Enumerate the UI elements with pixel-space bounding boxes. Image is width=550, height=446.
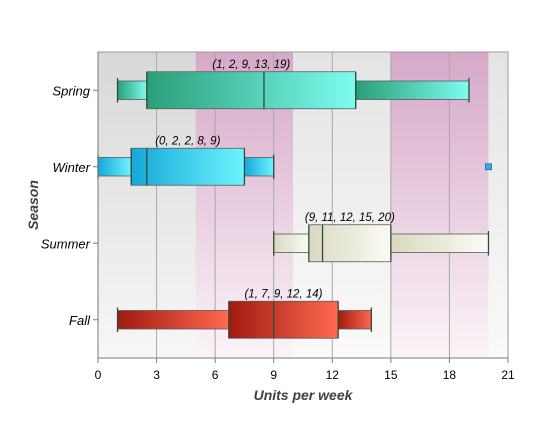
y-axis-title: Season (25, 180, 41, 230)
x-tick-label: 21 (501, 368, 515, 382)
box-iqr (228, 300, 339, 339)
box-label: (1, 7, 9, 12, 14) (244, 288, 322, 300)
box-label: (1, 2, 9, 13, 19) (212, 59, 290, 71)
y-tick-label: Spring (52, 83, 90, 98)
box-winter: (0, 2, 2, 8, 9) (97, 135, 492, 186)
x-tick-label: 18 (443, 368, 457, 382)
whisker-low (117, 80, 148, 100)
y-tick-label: Fall (69, 313, 91, 328)
background-band (488, 52, 508, 358)
x-axis: 0 3 6 9 12 15 18 21 (95, 357, 515, 382)
x-tick-label: 12 (326, 368, 340, 382)
box-iqr (146, 71, 357, 110)
x-tick-label: 9 (270, 368, 277, 382)
background-band (390, 52, 489, 358)
box-spring: (1, 2, 9, 13, 19) (116, 59, 470, 110)
whisker-high (244, 157, 275, 177)
whisker-high (355, 80, 470, 100)
y-axis: Spring Winter Summer Fall (41, 52, 99, 358)
box-fall: (1, 7, 9, 12, 14) (116, 288, 372, 339)
whisker-high (390, 233, 489, 253)
box-label: (9, 11, 12, 15, 20) (305, 212, 395, 224)
y-tick-label: Winter (53, 160, 91, 175)
box-iqr (308, 224, 392, 263)
whisker-high (337, 310, 372, 330)
whisker-low (117, 310, 230, 330)
x-tick-label: 6 (212, 368, 219, 382)
whisker-low (97, 157, 132, 177)
x-tick-label: 3 (153, 368, 160, 382)
y-tick-label: Summer (41, 236, 91, 251)
x-tick-label: 0 (95, 368, 102, 382)
outlier-point (485, 163, 492, 171)
box-label: (0, 2, 2, 8, 9) (155, 135, 220, 147)
x-axis-title: Units per week (254, 387, 354, 403)
x-tick-label: 15 (384, 368, 398, 382)
whisker-low (273, 233, 310, 253)
boxes: (1, 2, 9, 13, 19) (0, 2, 2, 8, 9) (9, 11, … (97, 59, 492, 339)
box-iqr (130, 147, 245, 186)
box-summer: (9, 11, 12, 15, 20) (273, 212, 490, 263)
